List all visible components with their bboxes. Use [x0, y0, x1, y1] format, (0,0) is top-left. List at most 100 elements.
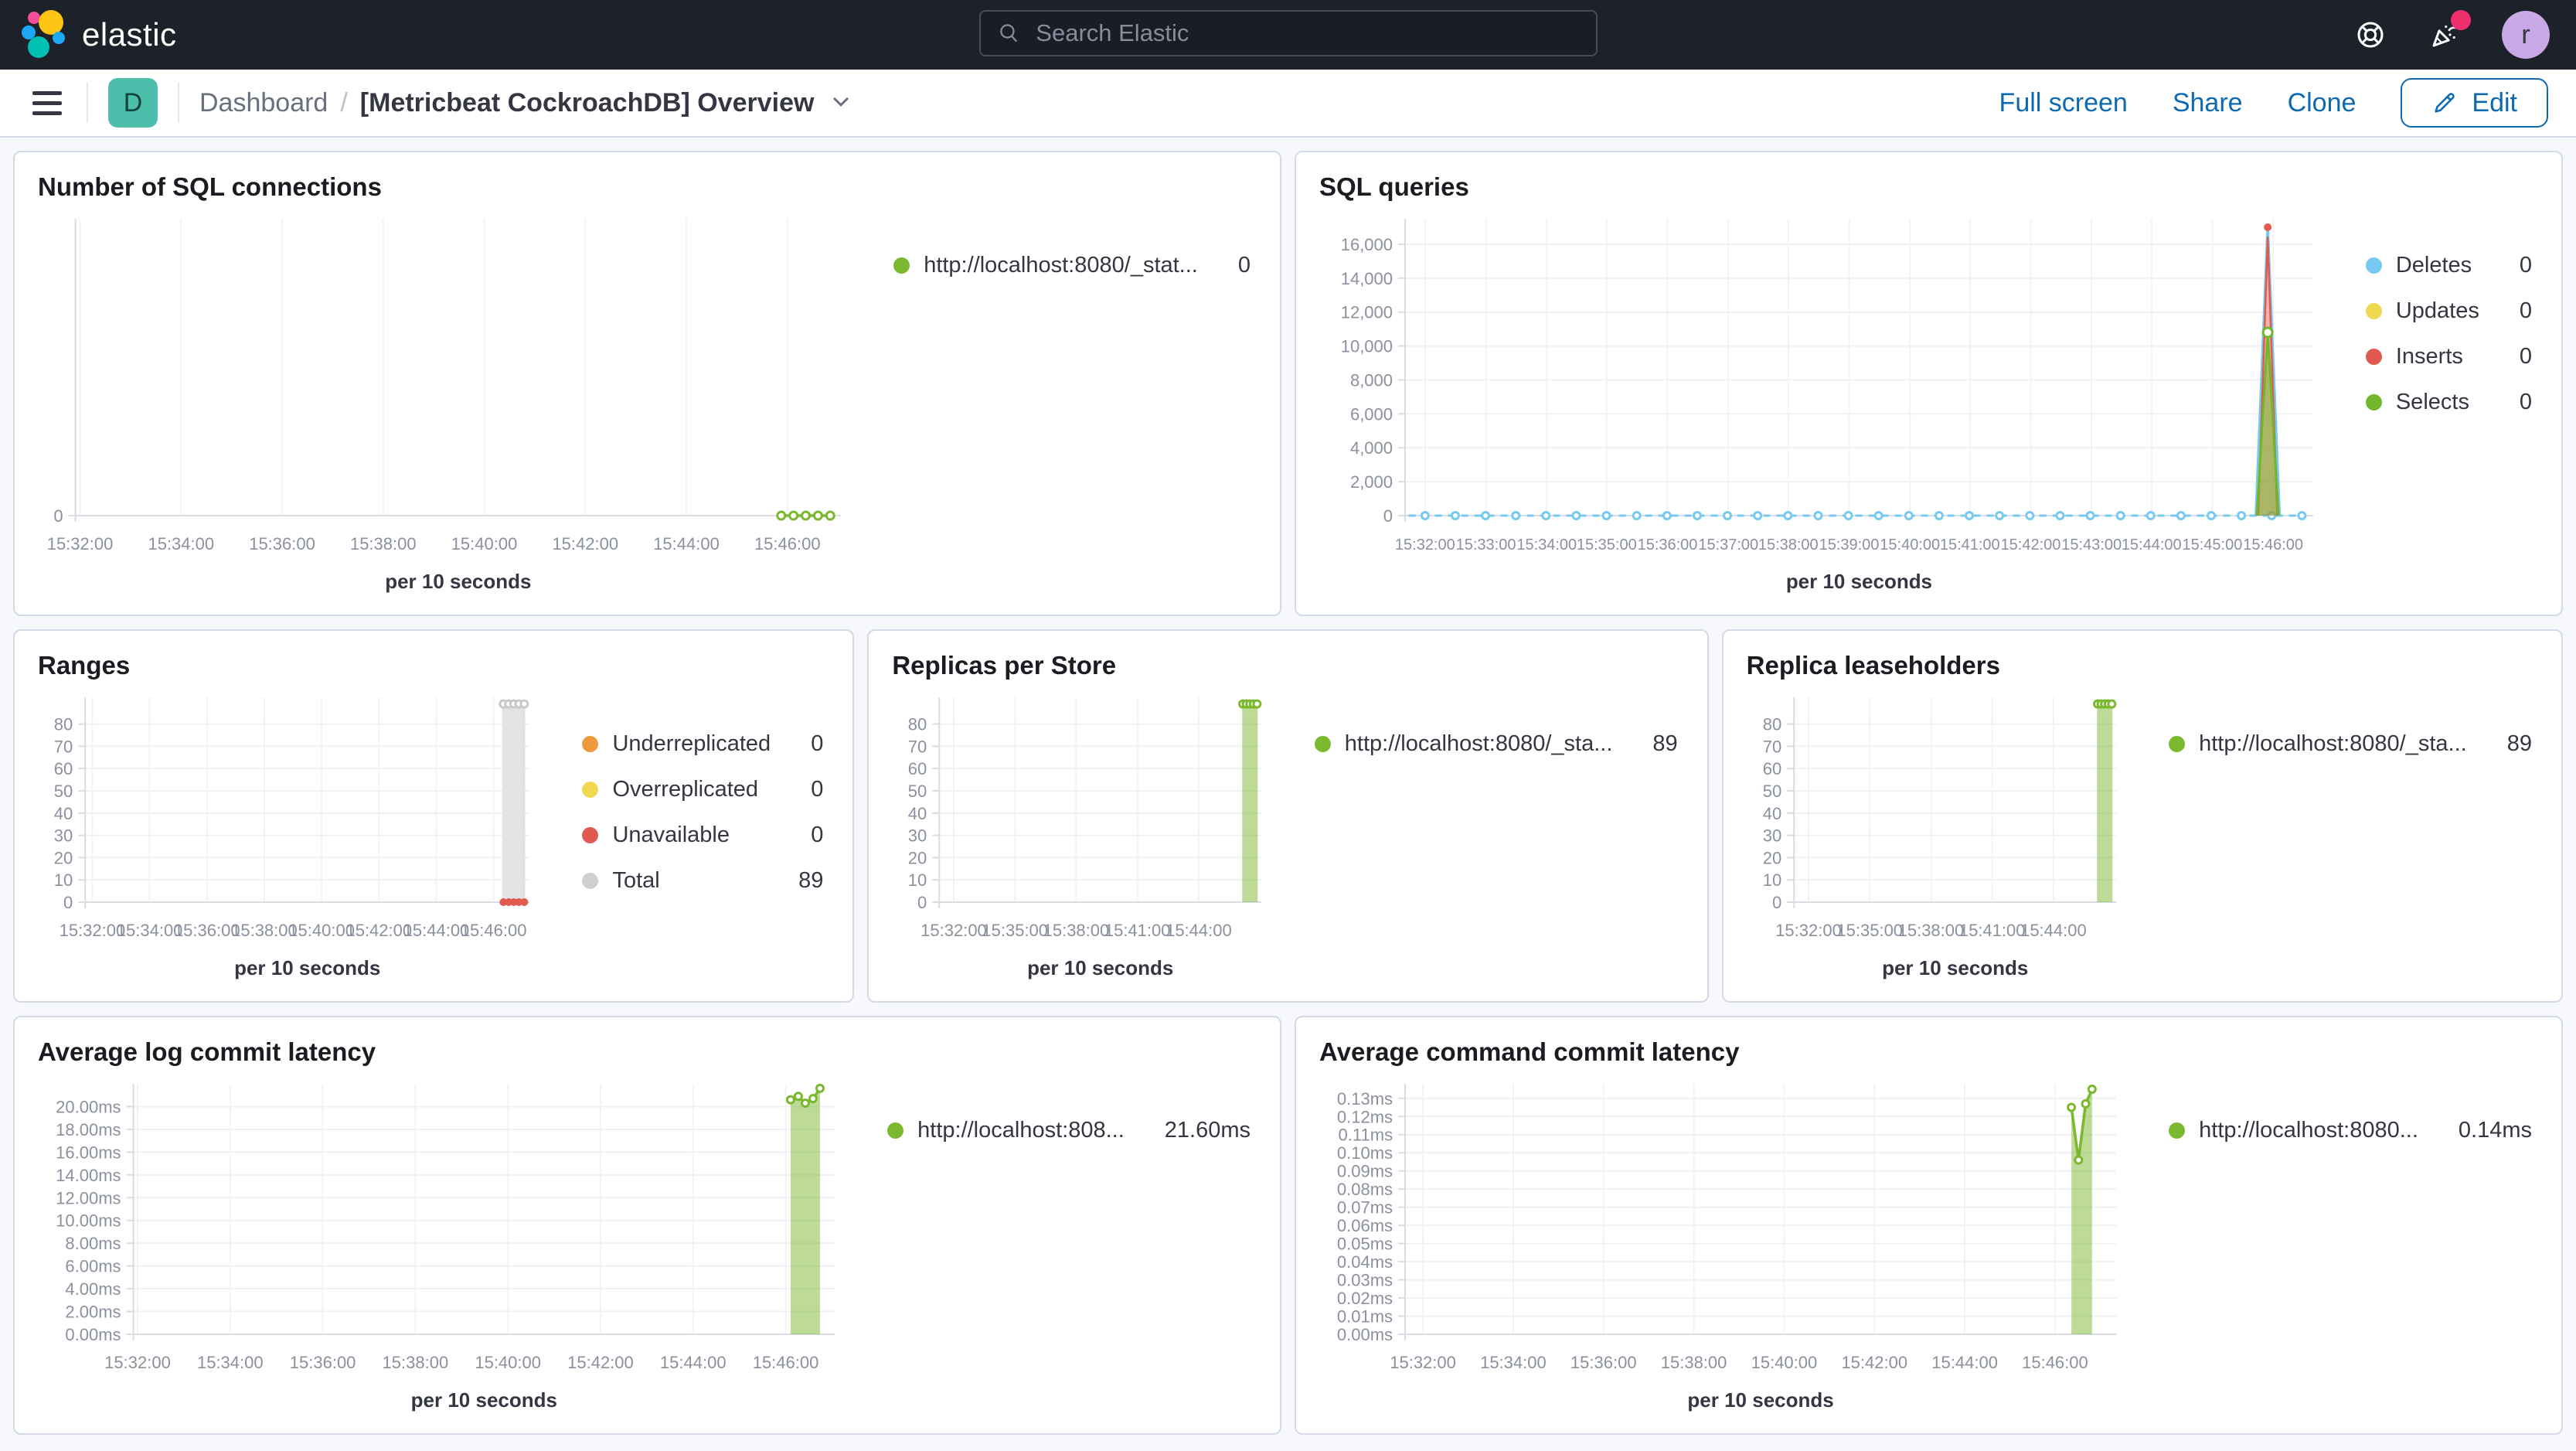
- chart-replica-leaseholders[interactable]: 15:32:0015:35:0015:38:0015:41:0015:44:00…: [1747, 683, 2152, 983]
- svg-text:0: 0: [63, 893, 73, 912]
- legend-series-dot: [582, 782, 599, 798]
- svg-text:40: 40: [908, 804, 927, 823]
- svg-text:15:42:00: 15:42:00: [345, 921, 412, 940]
- svg-text:4,000: 4,000: [1350, 438, 1393, 458]
- panel-average-log-commit-latency: Average log commit latency 15:32:00 15:34:…: [13, 1016, 1281, 1435]
- chart-legend: http://localhost:808... 21.60ms: [870, 1070, 1257, 1415]
- svg-text:15:34:00: 15:34:00: [1480, 1353, 1547, 1372]
- legend-item[interactable]: http://localhost:8080/_sta... 89: [1314, 731, 1678, 757]
- legend-series-label: Total: [612, 868, 660, 893]
- svg-text:10,000: 10,000: [1341, 337, 1393, 356]
- dashboard-toolbar: D Dashboard / [Metricbeat CockroachDB] O…: [0, 70, 2576, 138]
- chart-legend: http://localhost:8080/_sta... 89: [1298, 683, 1684, 983]
- full-screen-button[interactable]: Full screen: [1999, 87, 2128, 118]
- help-icon[interactable]: [2353, 18, 2387, 52]
- legend-item[interactable]: Unavailable 0: [582, 823, 823, 848]
- news-icon[interactable]: [2428, 10, 2471, 52]
- svg-text:0.09ms: 0.09ms: [1337, 1162, 1393, 1181]
- svg-text:15:40:00: 15:40:00: [1880, 536, 1940, 553]
- svg-text:20: 20: [54, 848, 73, 867]
- dashboard-badge[interactable]: D: [108, 78, 158, 128]
- global-search[interactable]: [978, 10, 1598, 56]
- svg-text:0.12ms: 0.12ms: [1337, 1107, 1393, 1126]
- top-navigation-bar: elastic: [0, 0, 2576, 70]
- svg-text:15:40:00: 15:40:00: [1751, 1353, 1818, 1372]
- legend-item[interactable]: Updates 0: [2365, 298, 2532, 324]
- legend-series-value: 0: [2519, 390, 2532, 414]
- svg-text:80: 80: [54, 715, 73, 734]
- legend-item[interactable]: Inserts 0: [2365, 344, 2532, 370]
- svg-text:0.01ms: 0.01ms: [1337, 1307, 1393, 1327]
- clone-button[interactable]: Clone: [2287, 87, 2357, 118]
- legend-series-label: http://localhost:8080/_sta...: [2199, 731, 2467, 756]
- svg-text:0: 0: [917, 893, 927, 912]
- svg-text:15:46:00: 15:46:00: [2022, 1353, 2088, 1372]
- legend-series-label: Selects: [2395, 390, 2469, 414]
- legend-item[interactable]: Total 89: [582, 868, 823, 894]
- search-icon: [999, 24, 1017, 43]
- svg-text:14,000: 14,000: [1341, 269, 1393, 288]
- menu-icon[interactable]: [28, 87, 66, 120]
- svg-text:10: 10: [1762, 870, 1781, 890]
- svg-text:15:44:00: 15:44:00: [653, 534, 720, 553]
- chart-legend: http://localhost:8080/_stat... 0: [876, 205, 1257, 596]
- legend-item[interactable]: http://localhost:8080/_sta... 89: [2169, 731, 2532, 757]
- legend-series-label: http://localhost:808...: [917, 1118, 1125, 1143]
- legend-item[interactable]: http://localhost:8080... 0.14ms: [2169, 1118, 2532, 1143]
- legend-item[interactable]: Underreplicated 0: [582, 731, 823, 757]
- dashboard-canvas: Number of SQL connections 15:32:00 15:34:0…: [0, 138, 2576, 1451]
- panel-ranges: Ranges 15:32:00 15:34:00 15:36:00 15:38:00 15…: [13, 629, 855, 1003]
- chart-replicas-per-store[interactable]: 15:32:0015:35:0015:38:0015:41:0015:44:00…: [892, 683, 1297, 983]
- svg-text:0.00ms: 0.00ms: [65, 1325, 121, 1344]
- svg-text:15:44:00: 15:44:00: [660, 1353, 727, 1372]
- logo-text: elastic: [82, 16, 177, 53]
- svg-text:15:43:00: 15:43:00: [2061, 536, 2122, 553]
- share-button[interactable]: Share: [2172, 87, 2243, 118]
- svg-text:0.03ms: 0.03ms: [1337, 1271, 1393, 1290]
- svg-text:15:39:00: 15:39:00: [1819, 536, 1880, 553]
- chart-average-command-commit-latency[interactable]: 15:32:00 15:34:00 15:36:00 15:38:00 15:40:00…: [1319, 1070, 2152, 1415]
- svg-text:0.05ms: 0.05ms: [1337, 1235, 1393, 1254]
- legend-item[interactable]: http://localhost:8080/_stat... 0: [893, 253, 1251, 278]
- svg-text:8,000: 8,000: [1350, 370, 1393, 390]
- user-avatar[interactable]: r: [2502, 11, 2550, 59]
- svg-text:15:34:00: 15:34:00: [1516, 536, 1577, 553]
- svg-text:70: 70: [908, 737, 927, 756]
- svg-text:0.00ms: 0.00ms: [1337, 1325, 1393, 1344]
- svg-text:50: 50: [54, 782, 73, 801]
- legend-series-value: 21.60ms: [1164, 1118, 1251, 1143]
- legend-item[interactable]: Selects 0: [2365, 390, 2532, 415]
- panel-number-of-sql-connections: Number of SQL connections 15:32:00 15:34:0…: [13, 151, 1281, 616]
- legend-item[interactable]: http://localhost:808... 21.60ms: [887, 1118, 1251, 1143]
- svg-text:0: 0: [53, 506, 63, 526]
- breadcrumb: Dashboard / [Metricbeat CockroachDB] Ove…: [199, 88, 851, 118]
- breadcrumb-dashboard-link[interactable]: Dashboard: [199, 87, 328, 118]
- svg-text:15:32:00: 15:32:00: [1390, 1353, 1456, 1372]
- elastic-logo[interactable]: elastic: [0, 10, 177, 58]
- legend-item[interactable]: Deletes 0: [2365, 253, 2532, 278]
- svg-text:4.00ms: 4.00ms: [65, 1279, 121, 1299]
- legend-series-dot: [2169, 736, 2186, 752]
- legend-item[interactable]: Overreplicated 0: [582, 777, 823, 802]
- legend-series-value: 89: [1652, 731, 1678, 756]
- svg-text:30: 30: [54, 826, 73, 846]
- legend-series-value: 0: [2519, 253, 2532, 278]
- chart-ranges[interactable]: 15:32:0015:34:0015:36:0015:38:0015:40:00…: [38, 683, 565, 983]
- legend-series-value: 89: [2506, 731, 2532, 756]
- search-input[interactable]: [1034, 19, 1579, 48]
- chart-number-of-sql-connections[interactable]: 15:32:00 15:34:00 15:36:00 15:38:00 15:40:00…: [38, 205, 876, 596]
- svg-text:20.00ms: 20.00ms: [56, 1097, 121, 1116]
- svg-text:15:40:00: 15:40:00: [475, 1353, 541, 1372]
- svg-text:60: 60: [54, 759, 73, 778]
- svg-text:15:44:00: 15:44:00: [2122, 536, 2182, 553]
- svg-text:0.04ms: 0.04ms: [1337, 1252, 1393, 1272]
- chart-average-log-commit-latency[interactable]: 15:32:00 15:34:00 15:36:00 15:38:00 15:40:00…: [38, 1070, 870, 1415]
- chart-sql-queries[interactable]: 15:32:00 15:33:00 15:34:00 15:35:00 15:36:00…: [1319, 205, 2349, 596]
- svg-text:15:40:00: 15:40:00: [451, 534, 518, 553]
- pencil-icon: [2435, 93, 2455, 113]
- svg-text:15:32:00: 15:32:00: [60, 921, 126, 940]
- chevron-down-icon[interactable]: [831, 88, 851, 118]
- page-title[interactable]: [Metricbeat CockroachDB] Overview: [359, 87, 815, 118]
- edit-button[interactable]: Edit: [2401, 78, 2548, 128]
- svg-text:15:40:00: 15:40:00: [288, 921, 355, 940]
